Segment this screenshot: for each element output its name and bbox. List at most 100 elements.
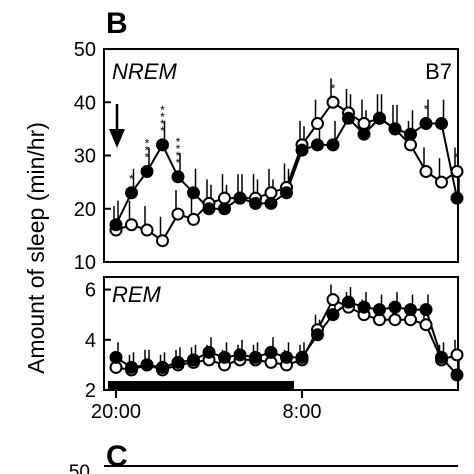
rem-panel: REM 2 4 6 [85,276,464,402]
rem-open-point [419,318,433,332]
nrem-significance-star: * [176,156,181,170]
nrem-filled-point [435,117,448,131]
rem-filled-point [419,303,433,317]
nrem-significance-star: * [176,142,181,156]
nrem-filled-point [218,202,231,216]
nrem-filled-point [280,186,293,200]
nrem-series-lines [115,100,458,243]
nrem-significance-star: * [160,103,165,117]
nrem-y-tick-label: 40 [74,92,96,114]
nrem-filled-point [109,218,123,232]
nrem-open-point [404,138,417,152]
nrem-y-tick-label: 50 [74,39,96,61]
rem-filled-point [187,353,200,367]
rem-y-tick-label: 6 [85,280,96,302]
rem-open-point [326,293,340,307]
nrem-significance-star: * [145,143,150,157]
nrem-corner-label: B7 [425,59,452,84]
panel-letter-b: B [106,7,128,40]
nrem-significance-star: * [160,110,165,124]
nrem-filled-point [357,127,371,141]
rem-open-point [388,313,402,327]
rem-filled-point [109,350,123,364]
nrem-open-point [311,117,324,131]
rem-filled-point [202,345,216,359]
nrem-filled-point [373,111,386,125]
rem-points [109,293,464,382]
nrem-filled-point [156,138,169,152]
nrem-open-point [125,218,138,232]
nrem-significance-star: * [129,172,134,186]
nrem-open-point [419,164,433,178]
panel-c-tick-label: 50 [69,462,90,474]
rem-filled-point [388,300,402,314]
rem-filled-point [249,350,262,364]
rem-filled-point [171,355,185,369]
rem-filled-point [125,360,138,374]
nrem-significance-star: * [160,117,165,131]
nrem-filled-point [264,196,278,210]
nrem-open-point [218,191,231,205]
nrem-open-point [357,117,371,131]
nrem-points [109,95,464,248]
nrem-significance-star: * [145,150,150,164]
nrem-y-ticks: 10 20 30 40 50 [74,39,111,274]
x-tick-label: 8:00 [283,401,322,423]
rem-filled-point [264,345,278,359]
nrem-open-series-line [115,100,458,243]
dark-period-bar [108,381,294,389]
nrem-open-point [264,186,278,200]
nrem-open-point [156,234,169,248]
rem-filled-point [342,295,355,309]
nrem-filled-point [249,196,262,210]
nrem-filled-point [419,117,433,131]
dark-period-bar-fill [108,381,294,389]
rem-y-tick-label: 2 [85,380,96,402]
rem-filled-point [450,368,464,382]
nrem-y-tick-label: 20 [74,199,96,221]
rem-filled-point [233,348,247,362]
nrem-filled-point [171,170,185,184]
nrem-open-point [140,223,154,237]
nrem-filled-point [450,191,464,205]
nrem-significance-star: * [176,135,181,149]
nrem-filled-point [404,127,417,141]
nrem-filled-point [311,138,324,152]
nrem-significance-star: * [424,103,429,117]
nrem-title: NREM [112,59,177,84]
y-axis-label: Amount of sleep (min/hr) [23,122,49,374]
rem-filled-point [280,350,293,364]
rem-filled-point [435,350,448,364]
nrem-significance-star: * [145,136,150,150]
rem-filled-point [295,350,309,364]
rem-filled-point [218,350,231,364]
x-axis-ticks: 20:00 8:00 [91,390,322,423]
nrem-open-point [435,175,448,189]
rem-filled-point [326,308,340,322]
nrem-filled-point [202,202,216,216]
rem-frame [103,276,459,391]
nrem-open-point [450,164,464,178]
rem-filled-point [373,303,386,317]
nrem-filled-point [388,122,402,136]
nrem-y-tick-label: 30 [74,146,96,168]
rem-title: REM [112,282,162,307]
panel-letter-c: C [106,440,128,473]
rem-y-ticks: 2 4 6 [85,280,111,402]
nrem-significance-stars: *************** [129,81,460,186]
nrem-open-point [187,212,200,226]
x-tick-label: 20:00 [91,401,141,423]
rem-open-point [450,348,464,362]
nrem-filled-point [295,143,309,157]
nrem-open-point [171,207,185,221]
rem-filled-point [404,303,417,317]
nrem-filled-point [326,138,340,152]
rem-filled-point [311,328,324,342]
nrem-filled-point [125,186,138,200]
nrem-filled-point [233,191,247,205]
nrem-filled-point [140,164,154,178]
rem-filled-point [357,300,371,314]
rem-filled-point [156,360,169,374]
